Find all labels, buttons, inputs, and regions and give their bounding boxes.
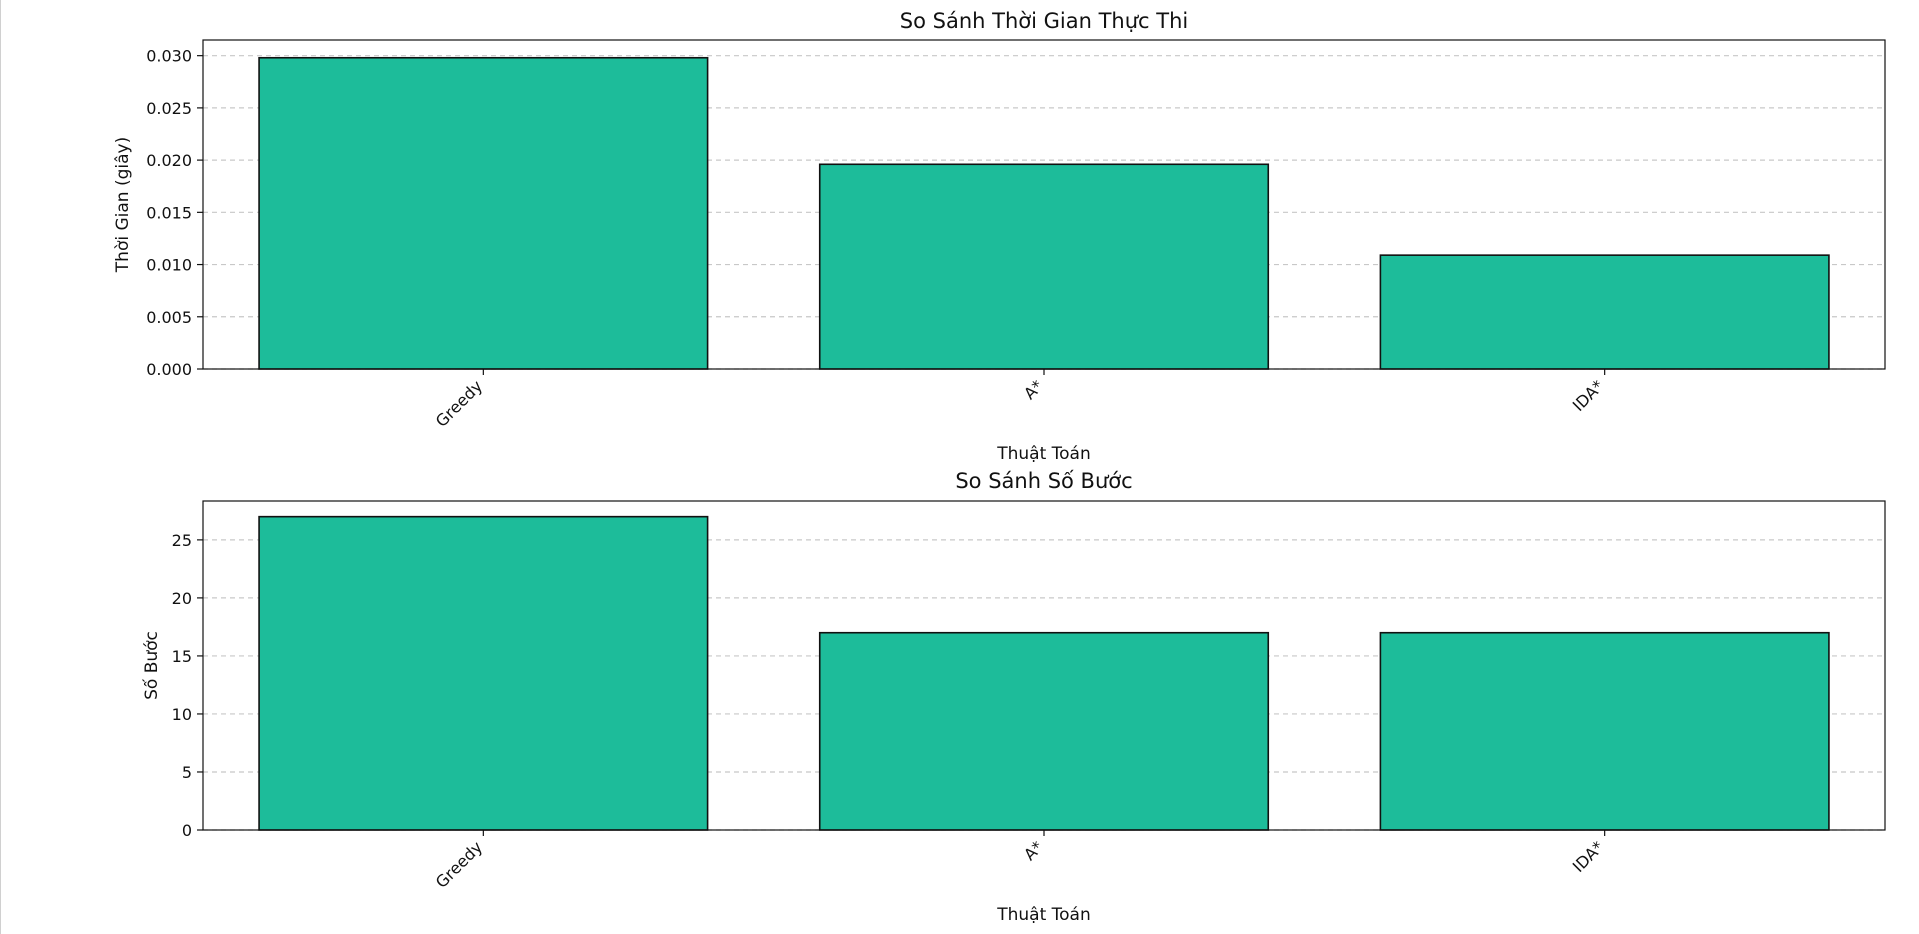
execution-time-bar-2 (818, 163, 1270, 370)
step-count-y-tick-label: 0 (182, 821, 192, 840)
execution-time-y-tick-label: 0.000 (146, 360, 192, 379)
execution-time-chart-title: So Sánh Thời Gian Thực Thi (900, 9, 1188, 33)
execution-time-bar-3 (1379, 254, 1830, 370)
step-count-y-tick-label: 10 (172, 705, 192, 724)
step-count-bar-2 (818, 631, 1270, 831)
step-count-plot-frame (202, 500, 1886, 831)
step-count-x-tick-label: IDA* (1569, 837, 1608, 876)
execution-time-y-tick-label: 0.025 (146, 99, 192, 118)
execution-time-x-axis-label: Thuật Toán (996, 444, 1091, 464)
step-count-bar-1 (258, 515, 709, 831)
step-count-y-tick-label: 25 (172, 531, 192, 550)
execution-time-y-tick-label: 0.015 (146, 203, 192, 222)
execution-time-plot-frame (202, 39, 1886, 370)
step-count-y-ticks: 0 5 10 15 20 25 (172, 531, 203, 840)
step-count-x-axis-label: Thuật Toán (996, 905, 1091, 925)
step-count-y-tick-label: 15 (172, 647, 192, 666)
step-count-x-tick-label: Greedy (432, 837, 486, 891)
execution-time-x-tick-label: A* (1020, 376, 1047, 403)
execution-time-x-tick-label: Greedy (432, 376, 486, 430)
step-count-y-tick-label: 20 (172, 589, 192, 608)
step-count-bars (258, 515, 1830, 831)
window-edge (0, 0, 1, 934)
execution-time-y-ticks: 0.000 0.005 0.010 0.015 0.020 0.025 0.030 (146, 47, 203, 379)
execution-time-y-tick-label: 0.020 (146, 151, 192, 170)
execution-time-y-tick-label: 0.010 (146, 256, 192, 275)
step-count-chart-title: So Sánh Số Bước (955, 469, 1132, 493)
step-count-x-ticks: Greedy A* IDA* (432, 830, 1608, 892)
execution-time-bar-1 (258, 56, 709, 370)
step-count-y-axis-label: Số Bước (141, 631, 162, 700)
execution-time-y-axis-label: Thời Gian (giây) (113, 137, 133, 273)
execution-time-x-ticks: Greedy A* IDA* (432, 369, 1608, 431)
step-count-x-tick-label: A* (1020, 837, 1047, 864)
execution-time-x-tick-label: IDA* (1569, 376, 1608, 415)
execution-time-bars (258, 56, 1830, 370)
execution-time-y-tick-label: 0.005 (146, 308, 192, 327)
step-count-bar-3 (1379, 631, 1830, 831)
execution-time-chart: 0.000 0.005 0.010 0.015 0.020 0.025 0.030 Gree… (113, 9, 1886, 464)
execution-time-y-tick-label: 0.030 (146, 47, 192, 66)
step-count-y-tick-label: 5 (182, 763, 192, 782)
